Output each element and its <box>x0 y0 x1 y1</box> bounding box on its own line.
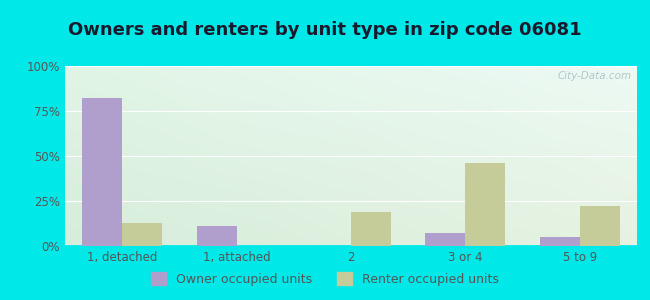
Bar <box>351 212 391 246</box>
Bar <box>540 237 580 246</box>
Text: City-Data.com: City-Data.com <box>557 71 631 81</box>
Text: Owners and renters by unit type in zip code 06081: Owners and renters by unit type in zip c… <box>68 21 582 39</box>
Bar <box>465 163 506 246</box>
Bar <box>425 233 465 246</box>
Bar <box>122 223 162 246</box>
Bar <box>82 98 122 246</box>
Legend: Owner occupied units, Renter occupied units: Owner occupied units, Renter occupied un… <box>146 267 504 291</box>
Bar <box>196 226 237 246</box>
Bar <box>580 206 620 246</box>
